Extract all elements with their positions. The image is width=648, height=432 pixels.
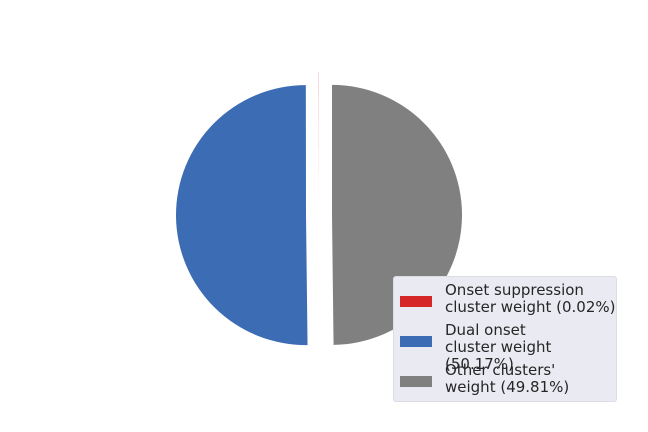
legend-item-onset-suppression: Onset suppression cluster weight (0.02%) <box>394 282 616 322</box>
pie-slice-dual-onset <box>176 85 308 346</box>
legend-label-onset-suppression: Onset suppression cluster weight (0.02%) <box>445 281 616 316</box>
legend-swatch-dual-onset <box>400 336 432 347</box>
legend-label-other-clusters: Other clusters' weight (49.81%) <box>445 361 570 396</box>
legend-label-dual-onset: Dual onset cluster weight (50.17%) <box>445 321 552 373</box>
legend-item-other-clusters: Other clusters' weight (49.81%) <box>394 362 616 402</box>
legend-item-dual-onset: Dual onset cluster weight (50.17%) <box>394 322 616 373</box>
legend-swatch-onset-suppression <box>400 296 432 307</box>
legend-swatch-other-clusters <box>400 376 432 387</box>
legend: Onset suppression cluster weight (0.02%)… <box>393 276 617 402</box>
